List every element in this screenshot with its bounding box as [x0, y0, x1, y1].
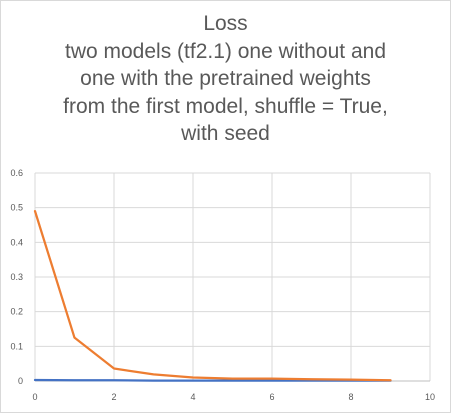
x-tick-label: 0 — [32, 392, 37, 402]
y-tick-label: 0.1 — [10, 341, 23, 351]
y-tick-label: 0 — [18, 376, 23, 386]
title-line-2: two models (tf2.1) one without and — [64, 39, 386, 63]
x-tick-label: 10 — [425, 392, 435, 402]
x-tick-label: 2 — [111, 392, 116, 402]
series-line-1 — [33, 378, 392, 382]
y-tick-label: 0.3 — [10, 272, 23, 282]
series-line-2 — [33, 210, 392, 382]
title-line-1: Loss — [203, 12, 248, 35]
x-tick-label: 8 — [348, 392, 353, 402]
y-tick-label: 0.5 — [10, 203, 23, 213]
title-line-3: one with the pretrained weights — [80, 67, 371, 90]
x-tick-label: 4 — [190, 392, 195, 402]
chart-title: Loss two models (tf2.1) one without and … — [0, 10, 451, 148]
y-tick-label: 0.6 — [10, 168, 23, 178]
y-tick-label: 0.2 — [10, 307, 23, 317]
title-line-5: with seed — [181, 122, 270, 145]
x-tick-label: 6 — [269, 392, 274, 402]
title-line-4: from the first model, shuffle = True, — [63, 94, 388, 118]
y-tick-label: 0.4 — [10, 237, 23, 247]
